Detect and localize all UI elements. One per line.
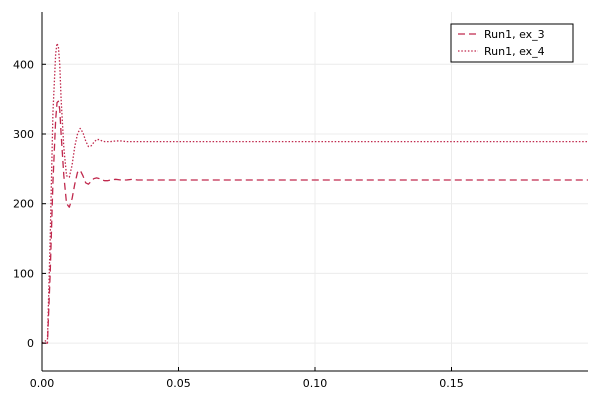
y-tick-label: 400 <box>13 58 34 71</box>
legend-box <box>450 23 574 63</box>
y-tick-label: 0 <box>27 337 34 350</box>
y-tick-label: 100 <box>13 267 34 280</box>
x-tick-label: 0.00 <box>30 377 55 390</box>
axes <box>41 12 588 372</box>
legend-label-run1-ex4: Run1, ex_4 <box>484 45 545 58</box>
y-tick-label: 300 <box>13 128 34 141</box>
x-tick-label: 0.10 <box>303 377 328 390</box>
series-line-1 <box>41 42 588 344</box>
tick-labels: 0.00 0.05 0.10 0.15 0 100 200 300 400 <box>13 58 464 390</box>
grid-lines <box>41 12 588 371</box>
legend: Run1, ex_3 Run1, ex_4 <box>450 23 574 63</box>
x-tick-label: 0.05 <box>166 377 191 390</box>
series-lines <box>41 42 588 344</box>
x-tick-label: 0.15 <box>439 377 464 390</box>
legend-label-run1-ex3: Run1, ex_3 <box>484 28 545 41</box>
y-tick-label: 200 <box>13 198 34 211</box>
